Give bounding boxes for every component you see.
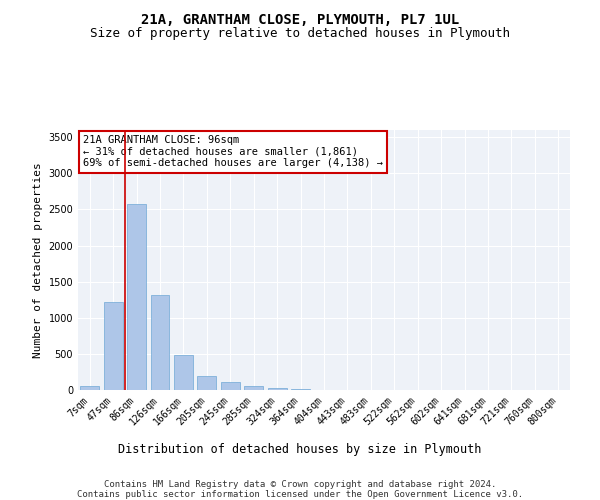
Bar [221, 382, 239, 390]
Bar [151, 296, 169, 390]
Y-axis label: Number of detached properties: Number of detached properties [33, 162, 43, 358]
Text: 21A GRANTHAM CLOSE: 96sqm
← 31% of detached houses are smaller (1,861)
69% of se: 21A GRANTHAM CLOSE: 96sqm ← 31% of detac… [83, 135, 383, 168]
Text: Size of property relative to detached houses in Plymouth: Size of property relative to detached ho… [90, 28, 510, 40]
Bar [268, 388, 287, 390]
Text: Distribution of detached houses by size in Plymouth: Distribution of detached houses by size … [118, 442, 482, 456]
Bar [244, 386, 263, 390]
Bar [174, 356, 193, 390]
Bar [197, 376, 216, 390]
Bar [80, 386, 99, 390]
Text: 21A, GRANTHAM CLOSE, PLYMOUTH, PL7 1UL: 21A, GRANTHAM CLOSE, PLYMOUTH, PL7 1UL [141, 12, 459, 26]
Bar [127, 204, 146, 390]
Bar [104, 302, 122, 390]
Text: Contains HM Land Registry data © Crown copyright and database right 2024.
Contai: Contains HM Land Registry data © Crown c… [77, 480, 523, 500]
